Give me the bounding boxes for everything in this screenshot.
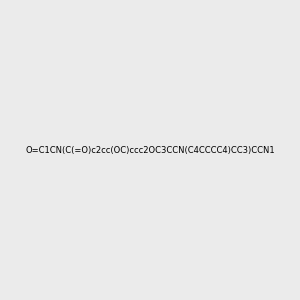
Text: O=C1CN(C(=O)c2cc(OC)ccc2OC3CCN(C4CCCC4)CC3)CCN1: O=C1CN(C(=O)c2cc(OC)ccc2OC3CCN(C4CCCC4)C… <box>25 146 275 154</box>
